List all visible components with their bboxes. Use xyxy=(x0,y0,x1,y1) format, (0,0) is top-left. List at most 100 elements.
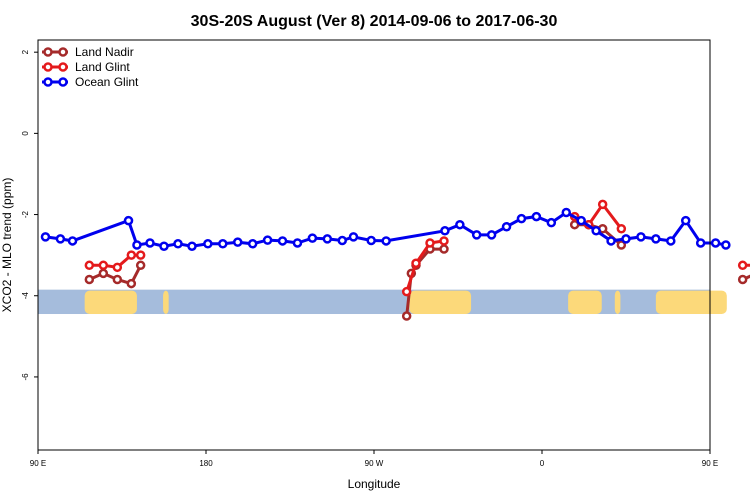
data-point xyxy=(666,236,676,246)
data-point xyxy=(440,226,450,236)
data-point xyxy=(262,235,273,245)
series-line xyxy=(405,239,445,293)
data-point xyxy=(366,235,376,246)
data-point xyxy=(98,268,109,279)
data-point xyxy=(425,238,435,248)
series-layer xyxy=(40,199,750,321)
legend-label: Land Nadir xyxy=(75,45,134,59)
y-tick-label: -4 xyxy=(21,292,30,300)
data-point xyxy=(187,241,197,251)
legend-item: Land Glint xyxy=(42,60,130,74)
data-point xyxy=(531,211,542,222)
legend-marker xyxy=(43,62,53,72)
data-point xyxy=(516,213,527,224)
data-point xyxy=(721,240,731,250)
data-point xyxy=(98,260,109,271)
data-point xyxy=(401,286,412,297)
data-point xyxy=(501,221,512,232)
data-point xyxy=(439,236,449,246)
land-region xyxy=(163,290,169,315)
data-point xyxy=(606,236,616,246)
x-tick-label: 180 xyxy=(199,459,213,468)
series-land-glint xyxy=(84,199,750,297)
data-point xyxy=(616,224,627,234)
y-tick-label: -6 xyxy=(21,373,30,381)
legend-item: Ocean Glint xyxy=(42,75,139,89)
data-point xyxy=(576,215,586,226)
data-point xyxy=(710,238,721,248)
legend-marker xyxy=(43,77,53,87)
series-ocean-glint xyxy=(40,207,731,251)
x-axis-label: Longitude xyxy=(348,477,401,491)
data-point xyxy=(591,226,601,236)
data-point xyxy=(123,215,134,226)
data-point xyxy=(486,230,497,240)
data-point xyxy=(680,215,691,226)
data-point xyxy=(292,238,303,248)
data-point xyxy=(135,260,146,271)
data-point xyxy=(84,260,95,271)
data-point xyxy=(84,274,95,285)
data-point xyxy=(112,262,123,273)
data-point xyxy=(439,244,449,254)
x-axis: 90 E 180 90 W 0 90 E xyxy=(30,450,718,468)
data-point xyxy=(455,219,465,230)
x-tick-label: 90 E xyxy=(702,459,718,468)
data-point xyxy=(112,274,123,285)
data-point xyxy=(203,239,213,249)
land-region xyxy=(614,290,621,315)
data-point xyxy=(145,238,155,248)
data-point xyxy=(737,274,748,285)
y-tick-label: 0 xyxy=(21,131,30,136)
data-point xyxy=(307,233,318,243)
data-point xyxy=(616,240,627,250)
data-point xyxy=(67,236,78,246)
legend-marker xyxy=(58,77,68,87)
data-point xyxy=(546,217,557,228)
data-point xyxy=(40,232,51,242)
legend-marker xyxy=(43,47,53,57)
legend-item: Land Nadir xyxy=(42,45,134,59)
land-region xyxy=(655,290,727,315)
legend-label: Land Glint xyxy=(75,60,130,74)
y-tick-label: -2 xyxy=(21,210,30,218)
data-point xyxy=(651,234,661,244)
data-point xyxy=(159,241,169,251)
data-point xyxy=(173,239,183,249)
x-tick-label: 0 xyxy=(540,459,545,468)
data-point xyxy=(126,278,137,289)
data-point xyxy=(277,236,288,246)
data-point xyxy=(471,230,482,240)
data-point xyxy=(135,250,146,260)
data-point xyxy=(337,235,348,246)
data-point xyxy=(126,250,137,260)
land-region xyxy=(568,290,602,315)
data-point xyxy=(348,232,359,242)
ocean-band xyxy=(38,289,710,315)
data-point xyxy=(737,260,748,271)
x-tick-label: 90 E xyxy=(30,459,46,468)
x-tick-label: 90 W xyxy=(365,459,384,468)
data-point xyxy=(55,234,66,244)
data-point xyxy=(636,232,646,242)
y-axis: 2 0 -2 -4 -6 xyxy=(21,49,38,380)
land-ocean-band xyxy=(38,289,727,315)
data-point xyxy=(695,238,706,248)
data-point xyxy=(232,237,243,247)
y-tick-label: 2 xyxy=(21,49,30,54)
legend-marker xyxy=(58,62,68,72)
data-point xyxy=(322,234,333,244)
data-point xyxy=(132,240,142,250)
data-point xyxy=(621,234,631,244)
chart-title: 30S-20S August (Ver 8) 2014-09-06 to 201… xyxy=(191,13,558,30)
data-point xyxy=(401,311,412,321)
y-axis-label: XCO2 - MLO trend (ppm) xyxy=(0,178,14,313)
legend-marker xyxy=(58,47,68,57)
data-point xyxy=(597,199,608,210)
data-point xyxy=(247,239,258,249)
data-point xyxy=(218,239,228,249)
data-point xyxy=(411,258,421,269)
land-region xyxy=(409,290,472,315)
